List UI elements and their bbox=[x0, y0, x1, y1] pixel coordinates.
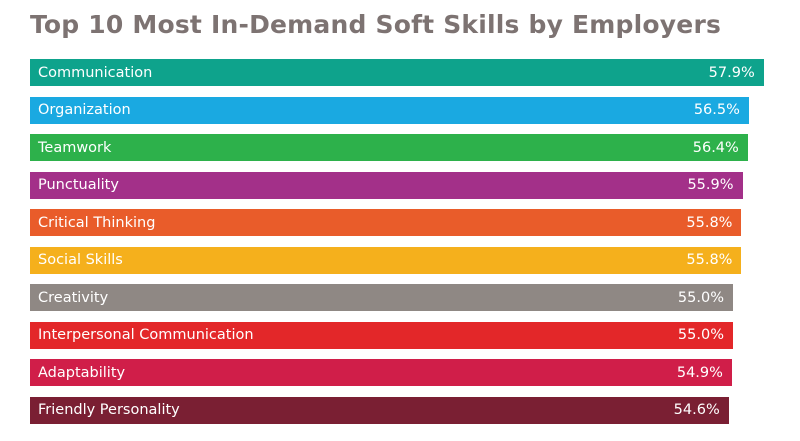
data-label: 55.0% bbox=[677, 289, 724, 306]
bar-communication: Communication 57.9% bbox=[30, 59, 764, 86]
bar-interpersonal-communication: Interpersonal Communication 55.0% bbox=[30, 321, 733, 349]
data-label: 55.0% bbox=[677, 327, 724, 343]
category-label: Creativity bbox=[38, 289, 109, 306]
category-label: Critical Thinking bbox=[38, 214, 156, 231]
category-label: Organization bbox=[38, 102, 131, 118]
bar-adaptability: Adaptability 54.9% bbox=[30, 359, 732, 386]
category-label: Communication bbox=[38, 64, 153, 81]
bar-teamwork: Teamwork 56.4% bbox=[30, 134, 748, 161]
category-label: Friendly Personality bbox=[38, 402, 180, 418]
data-label: 55.8% bbox=[686, 252, 733, 268]
data-label: 56.5% bbox=[693, 102, 740, 118]
category-label: Social Skills bbox=[38, 252, 123, 268]
bar-critical-thinking: Critical Thinking 55.8% bbox=[30, 209, 742, 236]
bar-social-skills: Social Skills 55.8% bbox=[30, 246, 742, 274]
bar-punctuality: Punctuality 55.9% bbox=[30, 171, 743, 199]
category-label: Punctuality bbox=[38, 177, 119, 193]
category-label: Interpersonal Communication bbox=[38, 327, 254, 343]
category-label: Adaptability bbox=[38, 364, 126, 381]
data-label: 54.6% bbox=[673, 402, 720, 418]
data-label: 54.9% bbox=[676, 364, 723, 381]
bar-creativity: Creativity 55.0% bbox=[30, 284, 733, 311]
bar-friendly-personality: Friendly Personality 54.6% bbox=[30, 396, 729, 424]
data-label: 56.4% bbox=[692, 139, 739, 156]
bar-organization: Organization 56.5% bbox=[30, 96, 749, 124]
data-label: 55.9% bbox=[687, 177, 734, 193]
data-label: 57.9% bbox=[708, 64, 755, 81]
chart-title: Top 10 Most In-Demand Soft Skills by Emp… bbox=[30, 10, 722, 39]
category-label: Teamwork bbox=[38, 139, 112, 156]
data-label: 55.8% bbox=[686, 214, 733, 231]
